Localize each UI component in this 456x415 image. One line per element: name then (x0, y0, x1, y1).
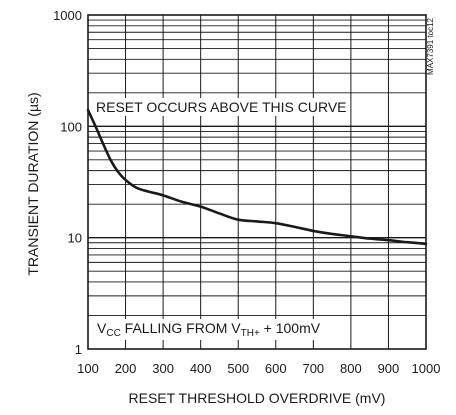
annotation-top: RESET OCCURS ABOVE THIS CURVE (96, 99, 347, 115)
y-tick-labels: 1 10 100 1000 (53, 8, 82, 357)
x-axis-label: RESET THRESHOLD OVERDRIVE (mV) (129, 390, 386, 406)
x-tick-label: 400 (190, 361, 212, 376)
x-tick-label: 100 (77, 361, 99, 376)
x-tick-label: 800 (340, 361, 362, 376)
annotation-top-box: RESET OCCURS ABOVE THIS CURVE (93, 98, 350, 116)
annotation-bottom-cc-sub: CC (106, 328, 120, 339)
y-tick-label: 100 (60, 119, 82, 134)
plot-frame (87, 14, 427, 350)
x-tick-label: 1000 (412, 361, 441, 376)
y-tick-label: 1000 (53, 8, 82, 23)
x-tick-label: 600 (265, 361, 287, 376)
annotation-bottom-mid: FALLING FROM V (121, 320, 241, 336)
y-axis-label: TRANSIENT DURATION (µs) (25, 92, 41, 275)
annotation-bottom-end: + 100mV (260, 320, 321, 336)
x-tick-label: 900 (378, 361, 400, 376)
x-tick-label: 300 (152, 361, 174, 376)
annotation-bottom-th-sub: TH+ (241, 328, 260, 339)
annotation-bottom-v: V (97, 320, 107, 336)
side-label: MAX7391 toc12 (426, 17, 435, 74)
grid-lines (88, 15, 426, 349)
annotation-bottom-box: VCC FALLING FROM VTH+ + 100mV (94, 319, 324, 340)
y-tick-label: 1 (75, 342, 82, 357)
x-tick-labels: 100 200 300 400 500 600 700 800 900 1000 (77, 361, 440, 376)
y-tick-label: 10 (68, 231, 82, 246)
annotation-bottom: VCC FALLING FROM VTH+ + 100mV (97, 320, 321, 339)
x-tick-label: 500 (227, 361, 249, 376)
x-tick-label: 200 (115, 361, 137, 376)
x-tick-label: 700 (302, 361, 324, 376)
series-line (86, 108, 428, 246)
